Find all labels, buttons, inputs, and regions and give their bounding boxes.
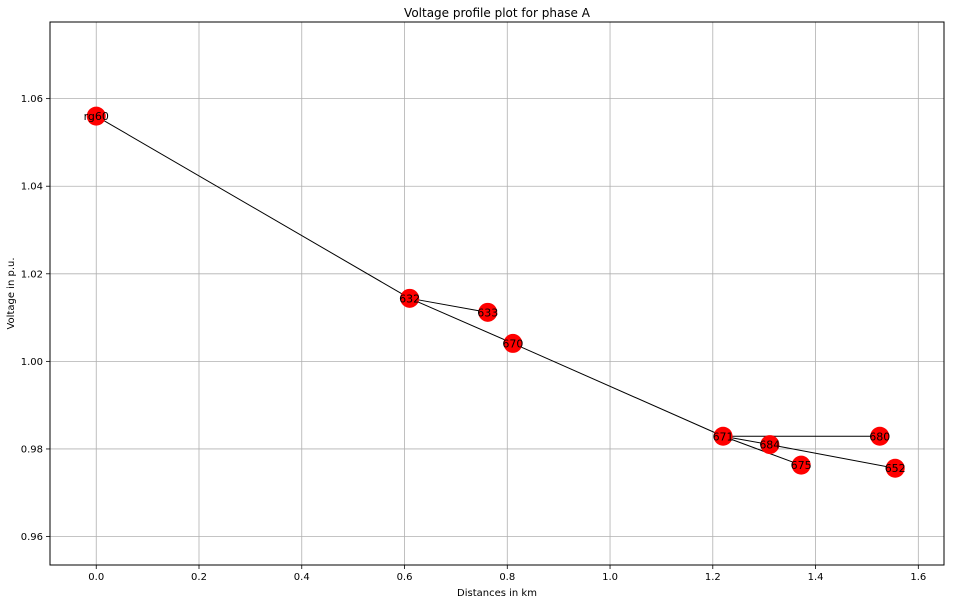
x-axis-title: Distances in km xyxy=(457,588,537,599)
tick-layer: 0.0 0.2 0.4 0.6 0.8 1.0 1.2 1.4 1.6 0.96 0.98 1.00 1… xyxy=(21,94,927,583)
node-label-675: 675 xyxy=(791,459,812,472)
y-tick-label: 1.00 xyxy=(21,357,43,368)
chart-title: Voltage profile plot for phase A xyxy=(404,6,591,20)
node-marker-684 xyxy=(760,435,780,455)
node-marker-633 xyxy=(478,302,498,322)
y-tick-label: 0.98 xyxy=(21,444,43,455)
x-tick-label: 1.2 xyxy=(705,572,721,583)
y-tick-label: 0.96 xyxy=(21,532,43,543)
node-label-680: 680 xyxy=(869,430,890,443)
y-tick-label: 1.02 xyxy=(21,269,43,280)
label-layer: rg60 632 633 670 671 684 675 680 652 xyxy=(84,110,906,475)
x-tick-label: 1.0 xyxy=(602,572,618,583)
node-layer xyxy=(86,106,905,478)
node-label-633: 633 xyxy=(477,306,498,319)
grid-layer xyxy=(50,22,944,565)
node-marker-652 xyxy=(885,458,905,478)
node-label-652: 652 xyxy=(885,462,906,475)
node-marker-675 xyxy=(791,455,811,475)
plot-frame xyxy=(49,21,945,566)
node-label-rg60: rg60 xyxy=(84,110,109,123)
edge-671-675 xyxy=(722,435,802,466)
node-marker-671 xyxy=(713,426,733,446)
edge-632-633 xyxy=(409,297,488,313)
node-label-670: 670 xyxy=(502,337,523,350)
y-axis-title: Voltage in p.u. xyxy=(6,257,17,329)
node-marker-632 xyxy=(400,288,420,308)
edge-layer xyxy=(95,115,896,469)
x-tick-label: 0.2 xyxy=(191,572,207,583)
y-tick-label: 1.06 xyxy=(21,94,43,105)
x-tick-label: 0.4 xyxy=(294,572,310,583)
x-tick-label: 1.4 xyxy=(808,572,824,583)
node-marker-rg60 xyxy=(86,106,106,126)
node-marker-670 xyxy=(503,333,523,353)
x-tick-label: 0.0 xyxy=(88,572,104,583)
x-tick-label: 0.6 xyxy=(397,572,413,583)
edge-670-671 xyxy=(512,342,724,437)
edge-rg60-632 xyxy=(95,115,410,299)
node-marker-680 xyxy=(870,426,890,446)
y-tick-label: 1.04 xyxy=(21,182,43,193)
x-tick-label: 0.8 xyxy=(499,572,515,583)
edge-632-670 xyxy=(409,297,514,344)
x-tick-label: 1.6 xyxy=(910,572,926,583)
node-label-684: 684 xyxy=(759,439,780,452)
node-label-671: 671 xyxy=(713,430,734,443)
node-label-632: 632 xyxy=(399,292,420,305)
edge-684-652 xyxy=(769,444,896,469)
